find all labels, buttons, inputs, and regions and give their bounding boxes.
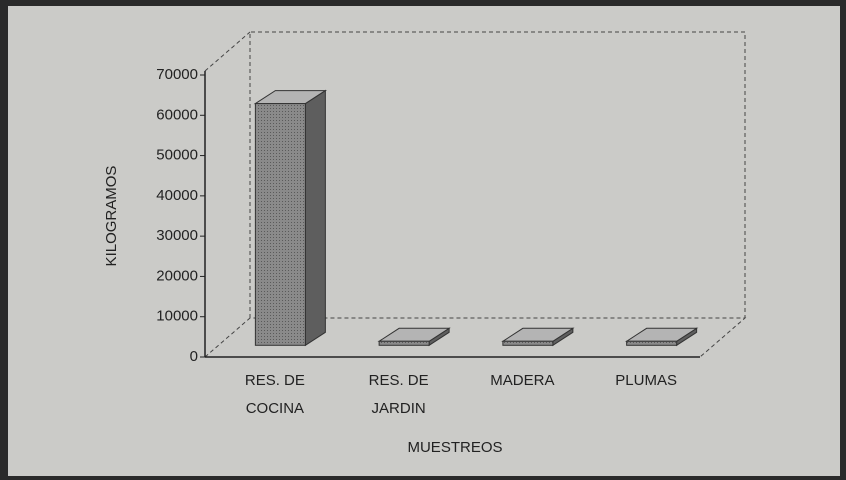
bar [378,340,430,346]
x-tick-label: JARDIN [372,400,426,417]
y-tick-label: 60000 [156,106,198,123]
bar [254,103,306,346]
bar [502,340,554,346]
y-tick-label: 30000 [156,227,198,244]
x-tick-label: PLUMAS [615,372,677,389]
top-edge [204,31,251,72]
y-tick-label: 0 [190,348,198,365]
floor [204,317,747,358]
y-axis-label: KILOGRAMOS [103,166,120,267]
y-tick-label: 50000 [156,147,198,164]
bar-side [304,89,326,347]
x-tick-label: MADERA [490,372,554,389]
y-tick-label: 20000 [156,267,198,284]
y-tick-label: 40000 [156,187,198,204]
y-tick-label: 70000 [156,66,198,83]
bar [626,340,678,346]
y-tick-label: 10000 [156,308,198,325]
x-axis-label: MUESTREOS [407,439,502,456]
x-tick-label: RES. DE [369,372,429,389]
paper [8,6,840,476]
back-wall [249,31,746,318]
x-tick-label: COCINA [246,400,304,417]
x-tick-label: RES. DE [245,372,305,389]
